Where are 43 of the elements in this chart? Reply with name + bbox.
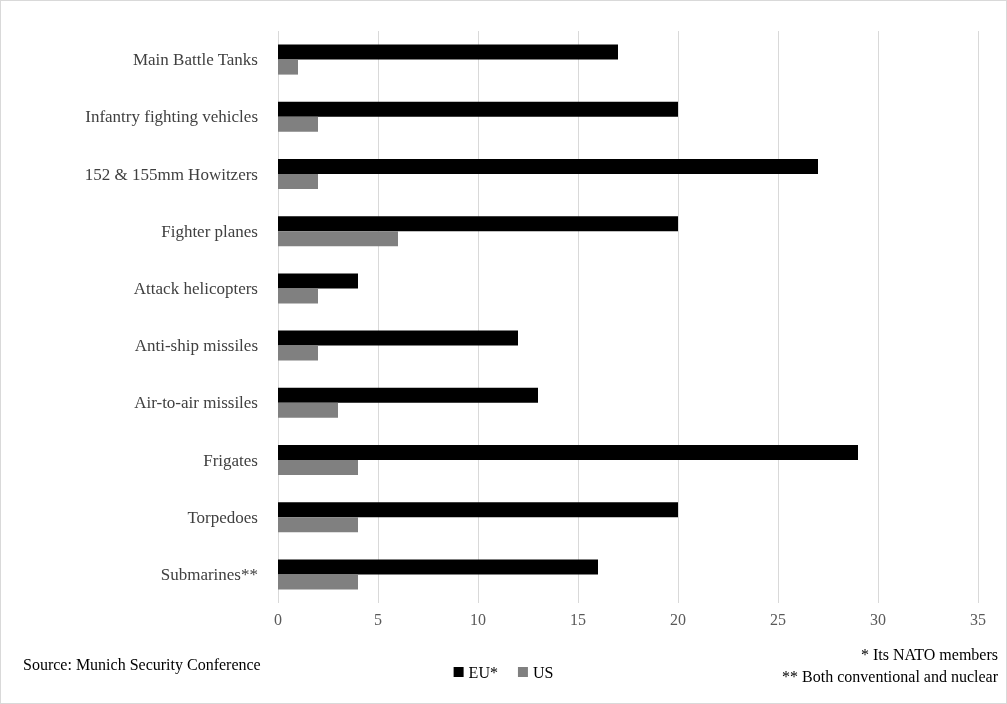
bar xyxy=(278,574,358,590)
x-tick-label: 5 xyxy=(374,610,382,628)
y-tick-label: 152 & 155mm Howitzers xyxy=(84,164,258,184)
x-tick-label: 10 xyxy=(470,610,486,628)
bar xyxy=(278,559,598,575)
y-tick-label: Fighter planes xyxy=(161,221,258,241)
y-tick-label: Air-to-air missiles xyxy=(134,393,258,413)
legend-label: EU* xyxy=(468,663,498,681)
bar xyxy=(278,387,538,403)
bar xyxy=(278,273,358,289)
x-tick-label: 30 xyxy=(870,610,886,628)
bar xyxy=(278,330,518,346)
bar xyxy=(278,174,318,189)
bar xyxy=(278,402,338,418)
x-tick-label: 15 xyxy=(570,610,586,628)
bar xyxy=(278,116,318,132)
y-tick-label: Submarines** xyxy=(160,564,258,584)
bar xyxy=(278,345,318,361)
x-tick-label: 35 xyxy=(970,610,986,628)
x-tick-label: 20 xyxy=(670,610,686,628)
bar xyxy=(278,288,318,304)
legend-label: US xyxy=(532,663,554,681)
y-tick-label: Torpedoes xyxy=(187,507,258,527)
y-tick-label: Attack helicopters xyxy=(133,278,258,298)
bar xyxy=(278,44,618,60)
bar xyxy=(278,231,398,247)
bar xyxy=(278,101,678,117)
bar xyxy=(278,445,858,460)
source-note: Source: Munich Security Conference xyxy=(23,655,261,674)
bar xyxy=(278,159,818,174)
y-tick-label: Main Battle Tanks xyxy=(132,50,258,70)
y-tick-label: Infantry fighting vehicles xyxy=(85,107,258,127)
bar xyxy=(278,216,678,232)
bar xyxy=(278,502,678,518)
bar xyxy=(278,59,298,75)
y-tick-label: Frigates xyxy=(203,450,258,470)
bar xyxy=(278,517,358,533)
bar xyxy=(278,460,358,475)
text: ** Both conventional and nuclear xyxy=(782,667,999,685)
y-tick-label: Anti-ship missiles xyxy=(134,336,258,356)
x-tick-label: 25 xyxy=(770,610,786,628)
text: * Its NATO members xyxy=(860,645,999,663)
x-tick-label: 0 xyxy=(274,610,282,628)
